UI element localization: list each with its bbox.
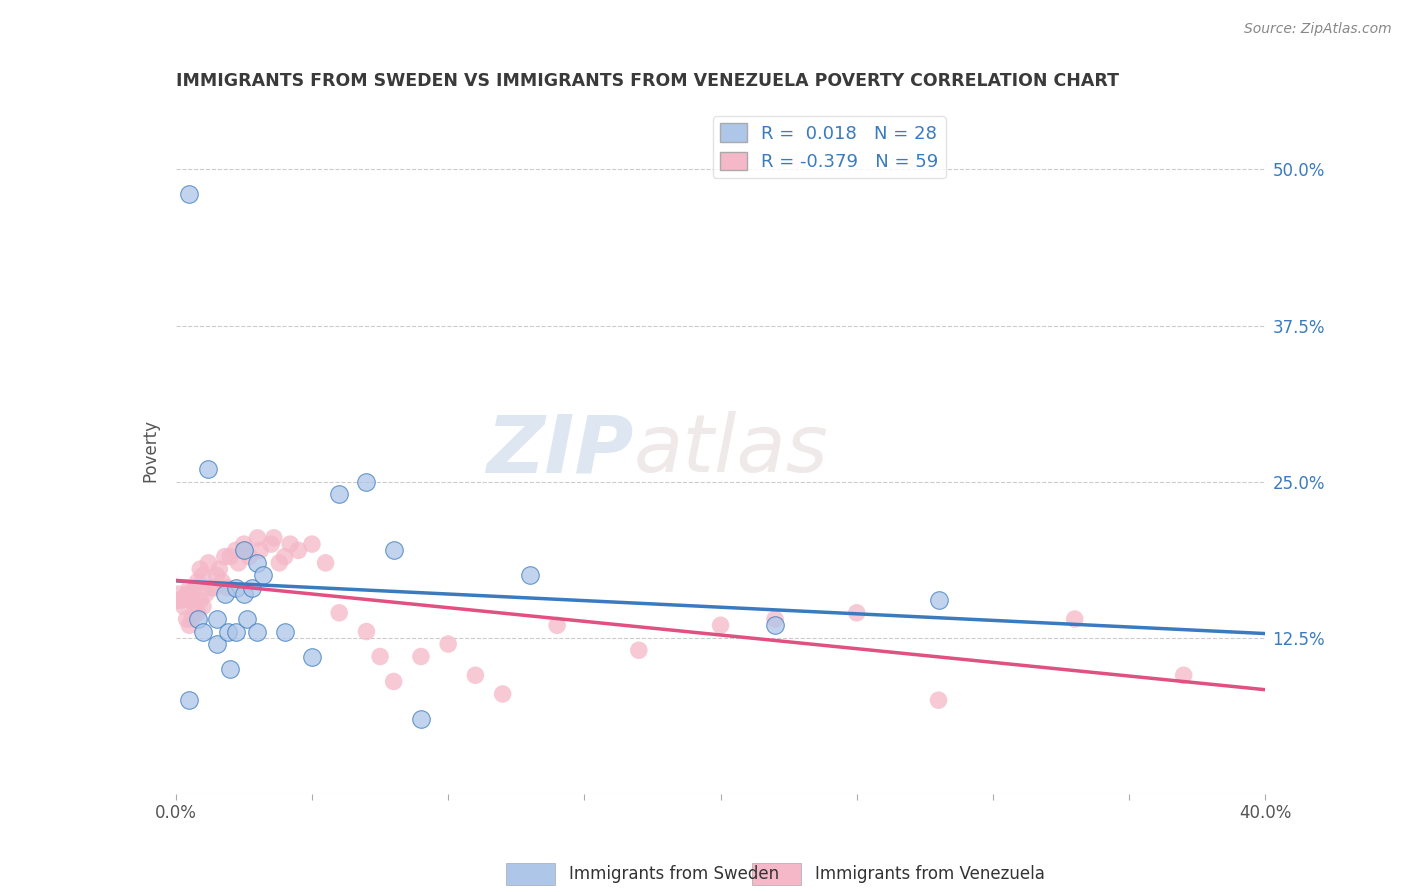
Point [263,531,285,545]
Point [409,712,432,726]
Point [219,662,242,676]
Point [627,643,650,657]
Point [1063,612,1085,626]
Point [176,587,198,601]
Point [181,612,204,626]
Point [409,649,432,664]
FancyBboxPatch shape [752,863,801,885]
Y-axis label: Poverty: Poverty [142,419,160,482]
Text: Immigrants from Sweden: Immigrants from Sweden [569,865,779,883]
Point [214,587,236,601]
Point [546,618,568,632]
Point [232,543,254,558]
Point [205,637,228,651]
Point [763,618,786,632]
Point [437,637,460,651]
Point [492,687,515,701]
Point [202,581,225,595]
Point [382,674,405,689]
Legend: R =  0.018   N = 28, R = -0.379   N = 59: R = 0.018 N = 28, R = -0.379 N = 59 [713,116,946,178]
Point [246,624,269,639]
Point [200,581,222,595]
Point [328,487,350,501]
Point [170,593,193,607]
Point [260,537,283,551]
Point [246,556,269,570]
Point [179,693,201,707]
Point [167,593,190,607]
Point [928,593,950,607]
Point [287,543,309,558]
Point [356,624,378,639]
Point [356,475,378,489]
Point [845,606,868,620]
Point [382,543,405,558]
Point [173,599,195,614]
Point [179,187,201,202]
Point [211,574,233,589]
Text: ZIP: ZIP [486,411,633,490]
Point [225,543,247,558]
Text: Source: ZipAtlas.com: Source: ZipAtlas.com [1244,22,1392,37]
Point [181,593,204,607]
Point [191,599,214,614]
Point [186,574,209,589]
Point [1173,668,1195,682]
Text: atlas: atlas [633,411,828,490]
Point [188,593,211,607]
Point [208,562,231,576]
Text: IMMIGRANTS FROM SWEDEN VS IMMIGRANTS FROM VENEZUELA POVERTY CORRELATION CHART: IMMIGRANTS FROM SWEDEN VS IMMIGRANTS FRO… [176,72,1119,90]
Point [176,612,198,626]
Point [710,618,733,632]
Point [301,537,323,551]
Point [232,537,254,551]
Point [315,556,337,570]
Point [194,587,217,601]
Point [219,549,242,564]
Point [278,537,301,551]
Point [205,612,228,626]
Point [217,624,239,639]
Point [928,693,950,707]
Text: Immigrants from Venezuela: Immigrants from Venezuela [815,865,1045,883]
Point [225,624,247,639]
Point [186,606,209,620]
Point [179,618,201,632]
Point [167,587,190,601]
Point [269,556,291,570]
Point [197,556,219,570]
Point [184,599,207,614]
Point [763,612,786,626]
Point [232,543,254,558]
Point [238,549,260,564]
Point [228,556,250,570]
Point [179,581,201,595]
Point [519,568,541,582]
Point [368,649,391,664]
Point [252,568,274,582]
Point [197,462,219,476]
Point [217,581,239,595]
FancyBboxPatch shape [506,863,555,885]
Point [328,606,350,620]
Point [301,649,323,664]
Point [225,581,247,595]
Point [184,581,207,595]
Point [191,624,214,639]
Point [232,587,254,601]
Point [235,612,257,626]
Point [274,624,297,639]
Point [274,549,297,564]
Point [186,612,209,626]
Point [249,543,271,558]
Point [214,549,236,564]
Point [246,531,269,545]
Point [188,562,211,576]
Point [191,568,214,582]
Point [205,568,228,582]
Point [240,581,263,595]
Point [464,668,486,682]
